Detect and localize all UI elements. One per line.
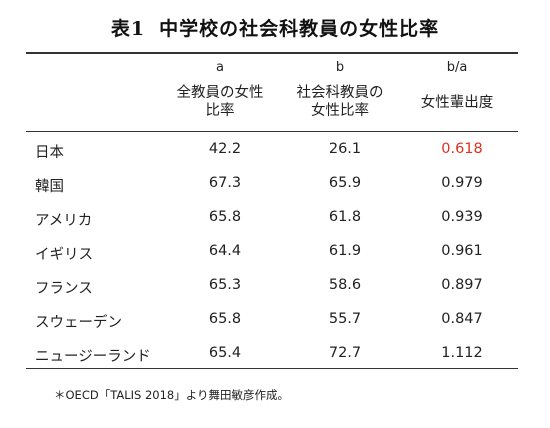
source-note: ＊OECD「TALIS 2018」より舞田敏彦作成。 xyxy=(54,388,289,402)
row-value-ratio: 0.961 xyxy=(441,243,483,259)
column-header-a-line1: 全教員の女性 xyxy=(176,85,264,101)
row-value-ratio-highlighted: 0.618 xyxy=(441,141,483,157)
row-value-ratio: 1.112 xyxy=(441,345,483,361)
row-value-a: 42.2 xyxy=(208,141,242,157)
row-value-ratio: 0.897 xyxy=(441,277,483,293)
row-value-b: 72.7 xyxy=(328,345,362,361)
top-rule xyxy=(26,52,518,54)
column-header-a-line2: 比率 xyxy=(205,103,235,119)
header-rule xyxy=(26,131,518,132)
row-value-b: 55.7 xyxy=(328,311,362,327)
column-header-ratio-line1: 女性輩出度 xyxy=(420,95,494,111)
table-row: 韓国 67.3 65.9 0.979 xyxy=(26,167,518,201)
table-row: スウェーデン 65.8 55.7 0.847 xyxy=(26,303,518,337)
row-country: フランス xyxy=(35,281,93,297)
column-header-ratio: 女性輩出度 xyxy=(397,94,517,112)
row-value-b: 65.9 xyxy=(328,175,362,191)
table-row: フランス 65.3 58.6 0.897 xyxy=(26,269,518,303)
column-header-b-line2: 女性比率 xyxy=(311,103,369,119)
row-value-b: 26.1 xyxy=(328,141,362,157)
table-number: 表1 xyxy=(110,18,146,40)
row-country: ニュージーランド xyxy=(35,349,151,365)
table-row: 日本 42.2 26.1 0.618 xyxy=(26,133,518,167)
row-value-b: 61.8 xyxy=(328,209,362,225)
row-country: 日本 xyxy=(35,145,64,161)
row-value-a: 67.3 xyxy=(208,175,242,191)
row-value-a: 65.8 xyxy=(208,311,242,327)
column-header-b: 社会科教員の 女性比率 xyxy=(280,84,400,120)
row-value-a: 65.3 xyxy=(208,277,242,293)
row-value-ratio: 0.939 xyxy=(441,209,483,225)
row-value-b: 61.9 xyxy=(328,243,362,259)
column-letter-a: a xyxy=(216,60,224,75)
column-letter-ratio: b/a xyxy=(446,60,468,75)
table-row: アメリカ 65.8 61.8 0.939 xyxy=(26,201,518,235)
row-country: 韓国 xyxy=(35,179,64,195)
column-letter-b: b xyxy=(335,60,345,75)
table-title: 表1 中学校の社会科教員の女性比率 xyxy=(0,14,550,41)
row-value-b: 58.6 xyxy=(328,277,362,293)
table-row: イギリス 64.4 61.9 0.961 xyxy=(26,235,518,269)
row-country: イギリス xyxy=(35,247,93,263)
column-header-a: 全教員の女性 比率 xyxy=(160,84,280,120)
bottom-rule xyxy=(26,368,518,369)
row-country: アメリカ xyxy=(35,213,93,229)
table-title-text: 中学校の社会科教員の女性比率 xyxy=(159,18,440,40)
row-value-a: 64.4 xyxy=(208,243,242,259)
column-header-b-line1: 社会科教員の xyxy=(296,85,384,101)
row-value-a: 65.4 xyxy=(208,345,242,361)
row-value-a: 65.8 xyxy=(208,209,242,225)
table-row: ニュージーランド 65.4 72.7 1.112 xyxy=(26,337,518,371)
row-value-ratio: 0.847 xyxy=(441,311,483,327)
row-value-ratio: 0.979 xyxy=(441,175,483,191)
row-country: スウェーデン xyxy=(35,315,122,331)
